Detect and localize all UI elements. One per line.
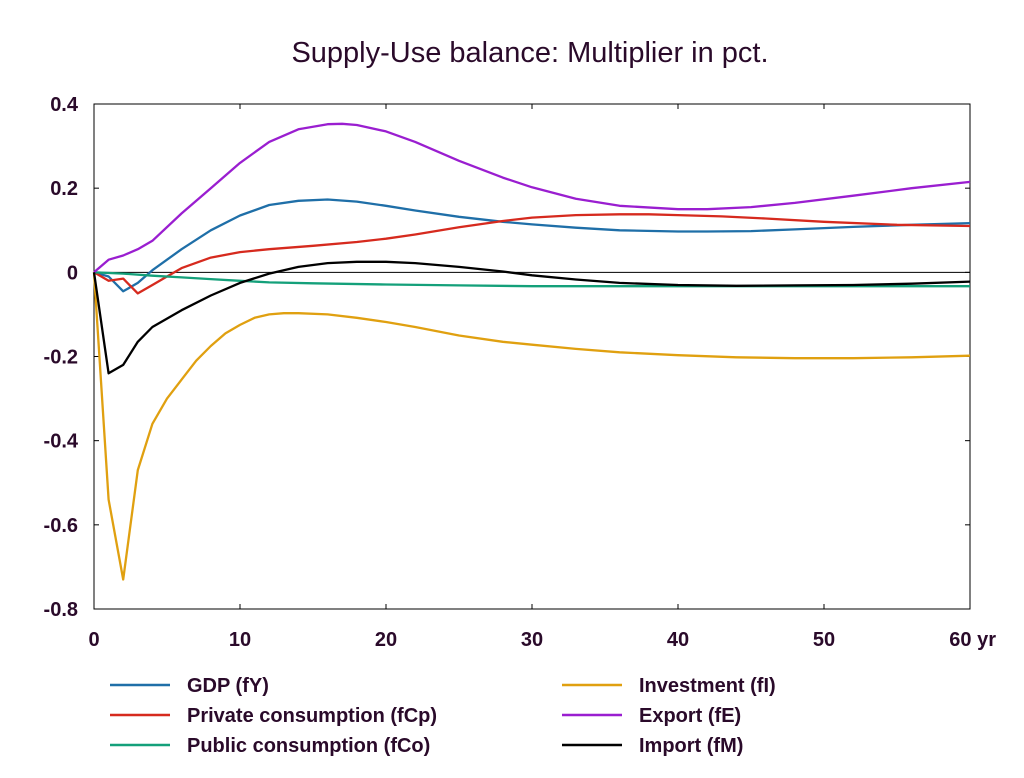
- legend-label: Investment (fI): [639, 675, 776, 697]
- legend-label: Public consumption (fCo): [187, 735, 430, 757]
- series-line-export-fe: [93, 122, 971, 274]
- series-line-private-consumption-fcp: [93, 213, 971, 295]
- x-tick-label: 50: [813, 629, 835, 651]
- y-tick-label: 0.4: [50, 94, 79, 116]
- y-tick-label: -0.6: [44, 515, 78, 537]
- x-tick-label: 20: [375, 629, 397, 651]
- series-line-gdp-fy: [93, 198, 971, 293]
- legend-label: GDP (fY): [187, 675, 269, 697]
- y-tick-label: -0.4: [44, 431, 79, 453]
- series-lines: [92, 122, 971, 581]
- legend-item: GDP (fY): [110, 675, 269, 697]
- x-tick-label: 30: [521, 629, 543, 651]
- axis-ticks: [93, 103, 971, 610]
- legend-item: Private consumption (fCp): [110, 705, 437, 727]
- axis-tick-labels: 0.4 0.2 0 -0.2 -0.4 -0.6 -0.8 0 10 20 30 40 50 60 yr: [44, 94, 997, 651]
- legend-item: Import (fM): [562, 735, 743, 757]
- x-tick-label: 0: [88, 629, 99, 651]
- legend-item: Export (fE): [562, 705, 741, 727]
- series-line-investment-fi: [92, 272, 971, 581]
- legend-item: Investment (fI): [562, 675, 776, 697]
- legend: GDP (fY) Private consumption (fCp) Public …: [110, 675, 776, 757]
- x-tick-label: 40: [667, 629, 689, 651]
- legend-label: Private consumption (fCp): [187, 705, 437, 727]
- plot-frame: [93, 103, 971, 610]
- series-line-import-fm: [92, 260, 971, 375]
- chart-title: Supply-Use balance: Multiplier in pct.: [291, 37, 768, 69]
- x-tick-label: 60 yr: [949, 629, 996, 651]
- y-tick-label: -0.8: [44, 599, 78, 621]
- legend-label: Export (fE): [639, 705, 741, 727]
- y-tick-label: -0.2: [44, 347, 78, 369]
- plot-border: [93, 103, 971, 610]
- x-tick-label: 10: [229, 629, 251, 651]
- legend-label: Import (fM): [639, 735, 743, 757]
- y-tick-label: 0.2: [50, 178, 78, 200]
- y-tick-label: 0: [67, 262, 78, 284]
- legend-item: Public consumption (fCo): [110, 735, 430, 757]
